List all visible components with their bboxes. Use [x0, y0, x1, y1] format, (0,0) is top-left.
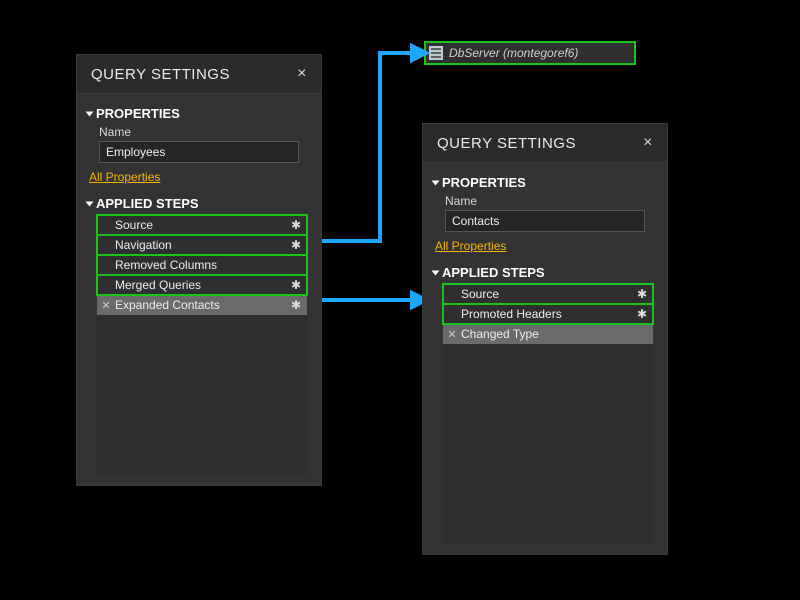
panel-body: PROPERTIES Name All Properties APPLIED S… — [77, 94, 321, 485]
gear-icon[interactable]: ✱ — [285, 218, 307, 232]
steps-empty-area — [443, 344, 653, 544]
delete-step-icon[interactable]: ✕ — [443, 328, 461, 341]
panel-title-bar: QUERY SETTINGS × — [423, 124, 667, 163]
chevron-down-icon — [432, 180, 440, 185]
name-input[interactable] — [99, 141, 299, 163]
properties-header-label: PROPERTIES — [442, 175, 526, 190]
step-label: Removed Columns — [115, 258, 285, 272]
applied-step[interactable]: ✕Changed Type — [443, 324, 653, 344]
properties-header-label: PROPERTIES — [96, 106, 180, 121]
gear-icon[interactable]: ✱ — [285, 278, 307, 292]
gear-icon[interactable]: ✱ — [285, 238, 307, 252]
gear-icon[interactable]: ✱ — [631, 307, 653, 321]
panel-title: QUERY SETTINGS — [437, 135, 576, 152]
steps-empty-area — [97, 315, 307, 475]
gear-icon[interactable]: ✱ — [285, 298, 307, 312]
name-input[interactable] — [445, 210, 645, 232]
close-icon[interactable]: × — [295, 65, 309, 83]
applied-steps-header-label: APPLIED STEPS — [96, 196, 199, 211]
applied-step[interactable]: Removed Columns — [97, 255, 307, 275]
name-field-label: Name — [445, 194, 657, 208]
step-label: Navigation — [115, 238, 285, 252]
step-label: Expanded Contacts — [115, 298, 285, 312]
gear-icon[interactable]: ✱ — [631, 287, 653, 301]
query-settings-panel-left: QUERY SETTINGS × PROPERTIES Name All Pro… — [76, 54, 322, 486]
db-server-badge[interactable]: DbServer (montegoref6) — [425, 42, 635, 64]
applied-step[interactable]: Promoted Headers✱ — [443, 304, 653, 324]
panel-title-bar: QUERY SETTINGS × — [77, 55, 321, 94]
applied-steps-header-label: APPLIED STEPS — [442, 265, 545, 280]
applied-steps-section-header[interactable]: APPLIED STEPS — [87, 196, 311, 211]
properties-section-header[interactable]: PROPERTIES — [87, 106, 311, 121]
applied-step[interactable]: Navigation✱ — [97, 235, 307, 255]
panel-title: QUERY SETTINGS — [91, 66, 230, 83]
step-label: Merged Queries — [115, 278, 285, 292]
applied-step[interactable]: Source✱ — [443, 284, 653, 304]
close-icon[interactable]: × — [641, 134, 655, 152]
chevron-down-icon — [86, 201, 94, 206]
step-label: Source — [115, 218, 285, 232]
chevron-down-icon — [432, 270, 440, 275]
properties-section-header[interactable]: PROPERTIES — [433, 175, 657, 190]
panel-body: PROPERTIES Name All Properties APPLIED S… — [423, 163, 667, 554]
name-field-label: Name — [99, 125, 311, 139]
applied-steps-list: Source✱Promoted Headers✱✕Changed Type — [443, 284, 653, 344]
database-icon — [429, 46, 443, 60]
all-properties-link[interactable]: All Properties — [89, 170, 160, 184]
delete-step-icon[interactable]: ✕ — [97, 299, 115, 312]
applied-step[interactable]: ✕Expanded Contacts✱ — [97, 295, 307, 315]
applied-steps-section-header[interactable]: APPLIED STEPS — [433, 265, 657, 280]
db-server-label: DbServer (montegoref6) — [449, 46, 578, 60]
applied-step[interactable]: Source✱ — [97, 215, 307, 235]
query-settings-panel-right: QUERY SETTINGS × PROPERTIES Name All Pro… — [422, 123, 668, 555]
applied-steps-list: Source✱Navigation✱Removed ColumnsMerged … — [97, 215, 307, 315]
step-label: Promoted Headers — [461, 307, 631, 321]
step-label: Changed Type — [461, 327, 631, 341]
step-label: Source — [461, 287, 631, 301]
chevron-down-icon — [86, 111, 94, 116]
applied-step[interactable]: Merged Queries✱ — [97, 275, 307, 295]
all-properties-link[interactable]: All Properties — [435, 239, 506, 253]
